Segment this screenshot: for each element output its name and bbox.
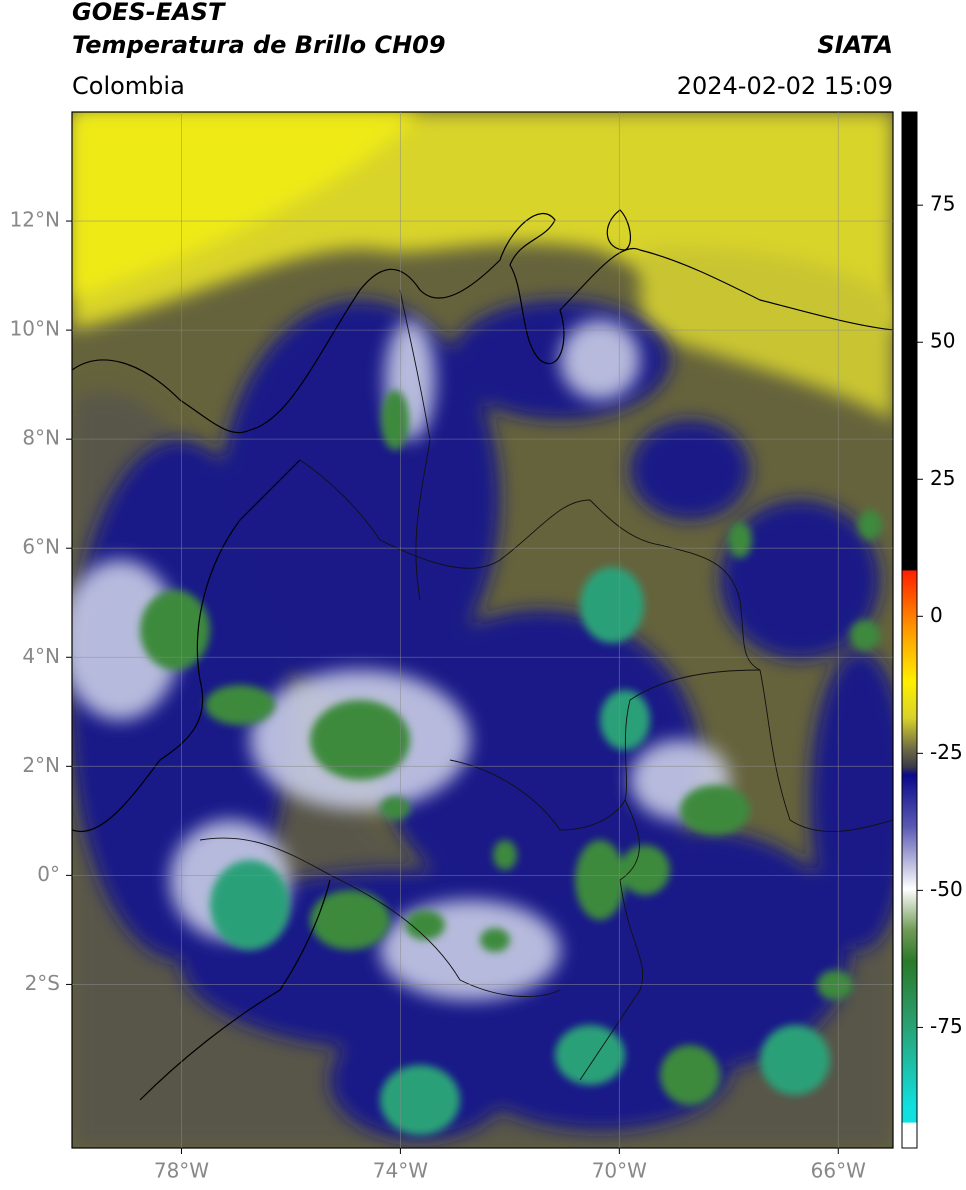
y-tick-label: 10°N: [10, 317, 60, 341]
y-tick-label: 8°N: [22, 426, 60, 450]
colorbar-tick-label: 50: [930, 329, 955, 353]
region: Colombia: [72, 72, 185, 100]
x-tick-label: 78°W: [154, 1159, 209, 1183]
colorbar: [901, 111, 918, 1149]
satellite-image: [72, 112, 893, 1148]
x-tick-label: 74°W: [373, 1159, 428, 1183]
y-tick-label: 0°: [37, 862, 60, 886]
colorbar-tick-label: -75: [930, 1014, 963, 1038]
title: GOES-EAST: [72, 0, 226, 26]
x-tick-label: 70°W: [592, 1159, 647, 1183]
colorbar-tick-label: 75: [930, 192, 955, 216]
source: SIATA: [817, 31, 893, 59]
y-tick-label: 2°S: [25, 971, 60, 995]
y-tick-label: 4°N: [22, 644, 60, 668]
colorbar-tick-label: -25: [930, 740, 963, 764]
y-tick-label: 6°N: [22, 535, 60, 559]
colorbar-tick-label: 0: [930, 603, 943, 627]
y-tick-label: 12°N: [10, 208, 60, 232]
subtitle: Temperatura de Brillo CH09: [72, 31, 446, 59]
coastlines: [72, 209, 893, 1101]
x-tick-label: 66°W: [811, 1159, 866, 1183]
y-tick-label: 2°N: [22, 753, 60, 777]
borders: [199, 289, 893, 1081]
datetime: 2024-02-02 15:09: [677, 72, 893, 100]
colorbar-tick-label: -50: [930, 877, 963, 901]
colorbar-tick-label: 25: [930, 466, 955, 490]
map-frame: [71, 111, 894, 1149]
